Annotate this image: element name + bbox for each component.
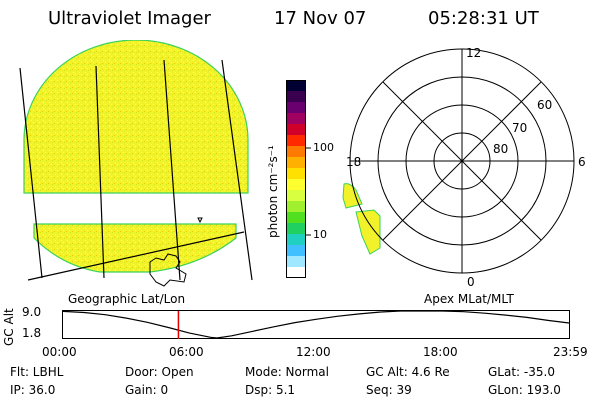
colorbar-band xyxy=(286,212,306,224)
seq-info: Seq: 39 xyxy=(366,383,412,397)
timeline-ylabel: GC Alt xyxy=(2,308,16,346)
timeline-xtick-1: 06:00 xyxy=(169,345,204,359)
colorbar-ticks xyxy=(306,147,311,236)
gain-info: Gain: 0 xyxy=(125,383,169,397)
geo-emission-upper xyxy=(23,40,249,194)
instrument-title: Ultraviolet Imager xyxy=(48,8,211,29)
filter-info: Flt: LBHL xyxy=(10,365,64,379)
mlt-label-18: 18 xyxy=(346,155,362,169)
colorbar-band xyxy=(286,91,306,103)
date-label: 17 Nov 07 xyxy=(274,8,367,29)
colorbar-band xyxy=(286,267,306,279)
colorbar-frame xyxy=(286,80,306,278)
mlat-label-60: 60 xyxy=(537,98,553,112)
colorbar-band xyxy=(286,223,306,235)
timeline-frame xyxy=(62,310,570,339)
colorbar-tick-100: 100 xyxy=(313,141,334,154)
gc-alt-series-line xyxy=(62,310,570,339)
colorbar-band xyxy=(286,102,306,114)
colorbar-band xyxy=(286,157,306,169)
colorbar-band xyxy=(286,234,306,246)
door-info: Door: Open xyxy=(125,365,194,379)
colorbar-band xyxy=(286,245,306,257)
timeline-xtick-2: 12:00 xyxy=(296,345,331,359)
glon-info: GLon: 193.0 xyxy=(488,383,561,397)
dsp-info: Dsp: 5.1 xyxy=(245,383,296,397)
polar-grid xyxy=(349,48,575,274)
timeline-xtick-4: 23:59 xyxy=(553,345,588,359)
mlat-label-70: 70 xyxy=(512,121,528,135)
colorbar-band xyxy=(286,146,306,158)
gc-alt-info: GC Alt: 4.6 Re xyxy=(366,365,450,379)
colorbar-band xyxy=(286,124,306,136)
mlt-label-12: 12 xyxy=(466,46,482,60)
colorbar xyxy=(286,80,306,279)
mlt-label-6: 6 xyxy=(578,155,586,169)
geo-emission-lower xyxy=(33,223,237,273)
colorbar-band xyxy=(286,113,306,125)
ip-info: IP: 36.0 xyxy=(10,383,56,397)
geo-panel-label: Geographic Lat/Lon xyxy=(68,292,186,306)
timeline-ytick-min: 1.8 xyxy=(22,326,42,340)
mode-info: Mode: Normal xyxy=(245,365,329,379)
colorbar-band xyxy=(286,190,306,202)
colorbar-band xyxy=(286,256,306,268)
timeline-xtick-0: 00:00 xyxy=(42,345,77,359)
colorbar-tick-10: 10 xyxy=(313,228,327,241)
polar-mlt-panel xyxy=(342,48,575,274)
colorbar-unit-label: photon cm⁻²s⁻¹ xyxy=(266,145,280,238)
colorbar-gradient xyxy=(286,80,306,279)
colorbar-band xyxy=(286,135,306,147)
polar-emission-blob-2 xyxy=(355,209,381,255)
gc-alt-timeline-plot xyxy=(62,310,570,339)
polar-panel-label: Apex MLat/MLT xyxy=(424,292,514,306)
geo-coastline xyxy=(149,217,203,287)
colorbar-band xyxy=(286,80,306,92)
mlat-label-80: 80 xyxy=(493,142,509,156)
glat-info: GLat: -35.0 xyxy=(488,365,555,379)
time-label: 05:28:31 UT xyxy=(428,8,539,29)
colorbar-band xyxy=(286,201,306,213)
geo-meridians xyxy=(19,59,253,281)
geo-map-panel xyxy=(19,40,253,287)
colorbar-band xyxy=(286,168,306,180)
timeline-ytick-max: 9.0 xyxy=(22,305,42,319)
mlt-label-0: 0 xyxy=(467,275,475,289)
timeline-xtick-3: 18:00 xyxy=(423,345,458,359)
colorbar-band xyxy=(286,179,306,191)
